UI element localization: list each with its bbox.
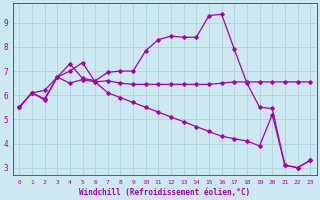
X-axis label: Windchill (Refroidissement éolien,°C): Windchill (Refroidissement éolien,°C) <box>79 188 250 197</box>
